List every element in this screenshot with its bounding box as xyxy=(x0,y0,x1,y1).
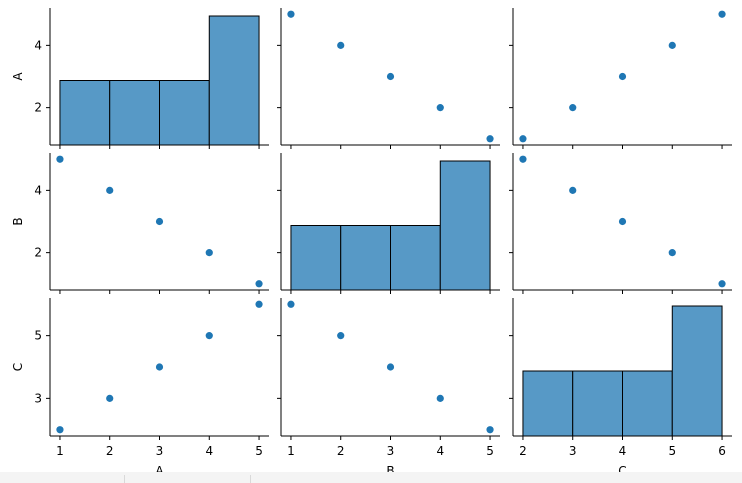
scatter-point-C-A-2 xyxy=(569,104,577,112)
scatter-point-A-B-2 xyxy=(106,186,114,194)
x-tick-label-B-2: 2 xyxy=(337,444,345,458)
scatter-point-A-B-1 xyxy=(56,155,64,163)
scatter-point-C-B-1 xyxy=(519,155,527,163)
y-axis-label-C: C xyxy=(11,363,25,371)
x-tick-label-A-3: 3 xyxy=(156,444,164,458)
histogram-bar-B-4 xyxy=(439,160,491,291)
scatter-point-A-B-4 xyxy=(205,249,213,257)
scatter-point-B-A-3 xyxy=(386,72,395,81)
scatter-point-C-A-1 xyxy=(519,135,527,143)
scatter-point-A-C-4 xyxy=(205,332,213,340)
x-tick-label-A-4: 4 xyxy=(205,444,213,458)
histogram-bar-A-2 xyxy=(109,80,160,146)
x-axis-label-C: C xyxy=(618,464,626,478)
histogram-bar-A-1 xyxy=(59,80,111,146)
x-tick-label-C-6: 6 xyxy=(718,444,726,458)
scatter-point-B-A-4 xyxy=(337,41,345,49)
scatter-point-C-B-3 xyxy=(618,217,627,226)
histogram-bar-A-3 xyxy=(159,80,210,146)
x-tick-label-C-3: 3 xyxy=(569,444,577,458)
x-tick-label-A-1: 1 xyxy=(56,444,64,458)
x-tick-label-C-5: 5 xyxy=(668,444,676,458)
histogram-bar-A-4 xyxy=(208,15,260,146)
scatter-point-B-C-3 xyxy=(386,363,395,371)
status-separator xyxy=(250,475,251,483)
histogram-bar-B-1 xyxy=(290,225,342,291)
y-axis-label-A: A xyxy=(11,72,25,81)
y-axis-label-B: B xyxy=(11,217,25,225)
scatter-point-C-A-5 xyxy=(718,10,726,18)
histogram-bar-B-3 xyxy=(390,225,441,291)
x-tick-label-A-5: 5 xyxy=(255,444,263,458)
scatter-point-C-A-3 xyxy=(618,72,627,81)
histogram-bar-C-1 xyxy=(522,370,574,437)
y-tick-label-C-3: 3 xyxy=(34,391,42,405)
scatter-point-A-B-5 xyxy=(255,280,263,288)
y-tick-label-B-4: 4 xyxy=(34,183,42,197)
histogram-bar-B-2 xyxy=(340,225,391,291)
scatter-point-C-A-4 xyxy=(668,41,676,49)
histogram-bar-C-2 xyxy=(572,370,624,437)
status-strip xyxy=(0,472,742,483)
scatter-point-B-A-1 xyxy=(486,135,494,143)
x-tick-label-A-2: 2 xyxy=(106,444,114,458)
scatter-point-B-A-5 xyxy=(287,10,295,18)
scatter-point-C-B-5 xyxy=(718,280,726,288)
y-tick-label-A-4: 4 xyxy=(34,38,42,52)
x-axis-label-A: A xyxy=(155,464,164,478)
x-tick-label-B-1: 1 xyxy=(287,444,295,458)
scatter-point-B-C-2 xyxy=(436,394,444,402)
scatter-point-B-A-2 xyxy=(436,104,444,112)
y-tick-label-B-2: 2 xyxy=(34,246,42,260)
x-tick-label-B-5: 5 xyxy=(486,444,494,458)
status-separator xyxy=(124,475,125,483)
y-tick-label-A-2: 2 xyxy=(34,101,42,115)
scatter-point-B-C-1 xyxy=(486,426,494,434)
scatter-point-A-C-1 xyxy=(56,426,64,434)
scatter-point-B-C-4 xyxy=(337,332,345,340)
scatter-point-C-B-4 xyxy=(668,249,676,257)
scatter-point-B-C-5 xyxy=(287,300,295,308)
x-tick-label-B-4: 4 xyxy=(436,444,444,458)
x-axis-label-B: B xyxy=(386,464,394,478)
scatter-point-A-C-3 xyxy=(155,363,164,371)
histogram-bar-C-3 xyxy=(622,370,673,437)
y-tick-label-C-5: 5 xyxy=(34,329,42,343)
scatter-point-A-C-2 xyxy=(106,394,114,402)
x-tick-label-C-2: 2 xyxy=(519,444,527,458)
x-tick-label-C-4: 4 xyxy=(619,444,627,458)
x-tick-label-B-3: 3 xyxy=(387,444,395,458)
scatter-point-C-B-2 xyxy=(569,186,577,194)
scatter-point-A-C-5 xyxy=(255,300,263,308)
scatter-point-A-B-3 xyxy=(155,217,164,226)
histogram-bar-C-4 xyxy=(671,305,723,437)
